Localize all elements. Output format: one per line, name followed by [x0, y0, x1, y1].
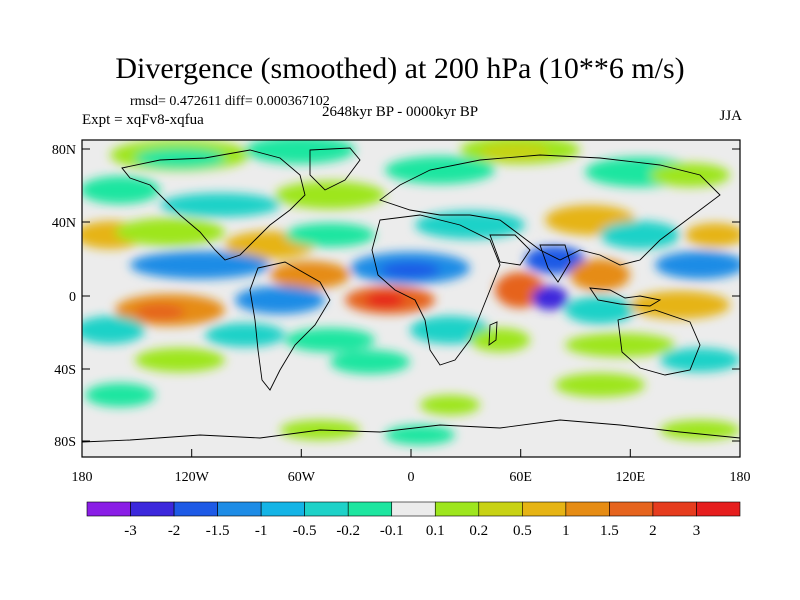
colorbar-label: 0.2	[469, 523, 488, 539]
lat-tick-label: 80N	[52, 143, 76, 158]
plot-title: Divergence (smoothed) at 200 hPa (10**6 …	[115, 52, 685, 85]
colorbar-swatch	[696, 501, 741, 517]
colorbar-swatch	[347, 501, 393, 517]
longitude-axis: 180 120W 60W 0 60E 120E 180	[72, 449, 751, 485]
colorbar-swatch	[652, 501, 697, 517]
lon-tick-label: 120E	[616, 470, 646, 485]
colorbar-label: -3	[124, 523, 137, 539]
lat-tick-label: 40S	[54, 363, 76, 378]
colorbar-label: 0.1	[426, 523, 445, 539]
lon-tick-label: 0	[408, 470, 415, 485]
colorbar-label: 1	[562, 523, 570, 539]
colorbar-swatch	[522, 501, 567, 517]
period-label: 2648kyr BP - 0000kyr BP	[322, 104, 479, 120]
colorbar-swatch	[173, 501, 218, 517]
colorbar-label: 3	[693, 523, 701, 539]
colorbar-swatch	[304, 501, 349, 517]
lon-tick-label: 60W	[288, 470, 316, 485]
latitude-axis: 80N 40N 0 40S 80S	[52, 143, 740, 450]
lon-tick-label: 60E	[509, 470, 532, 485]
colorbar-swatch	[130, 501, 175, 517]
season-label: JJA	[719, 108, 742, 124]
lon-tick-label: 120W	[175, 470, 210, 485]
lat-tick-label: 80S	[54, 435, 76, 450]
colorbar-label: -0.2	[336, 523, 360, 539]
experiment-label: Expt = xqFv8-xqfua	[82, 112, 204, 128]
colorbar-swatch	[260, 501, 305, 517]
colorbar-label: 1.5	[600, 523, 619, 539]
lat-tick-label: 0	[69, 290, 76, 305]
colorbar-swatch	[478, 501, 523, 517]
colorbar-label: 0.5	[513, 523, 532, 539]
colorbar-label: -1.5	[206, 523, 230, 539]
colorbar-swatch	[565, 501, 610, 517]
colorbar-label: 2	[649, 523, 657, 539]
lat-tick-label: 40N	[52, 216, 76, 231]
coastlines	[82, 147, 740, 443]
colorbar-label: -2	[168, 523, 181, 539]
colorbar-label: -0.5	[293, 523, 317, 539]
colorbar-swatch	[86, 501, 131, 517]
colorbar-swatch	[217, 501, 262, 517]
colorbar: -3 -2 -1.5 -1 -0.5 -0.2 -0.1 0.1 0.2 0.5 1 1.5 2 3	[86, 501, 741, 539]
colorbar-label: -0.1	[380, 523, 404, 539]
lon-tick-label: 180	[72, 470, 93, 485]
lon-tick-label: 180	[730, 470, 751, 485]
stats-label: rmsd= 0.472611 diff= 0.000367102	[130, 94, 330, 109]
colorbar-swatch	[434, 501, 480, 517]
colorbar-swatch	[391, 501, 436, 517]
colorbar-label: -1	[255, 523, 268, 539]
colorbar-swatch	[609, 501, 654, 517]
